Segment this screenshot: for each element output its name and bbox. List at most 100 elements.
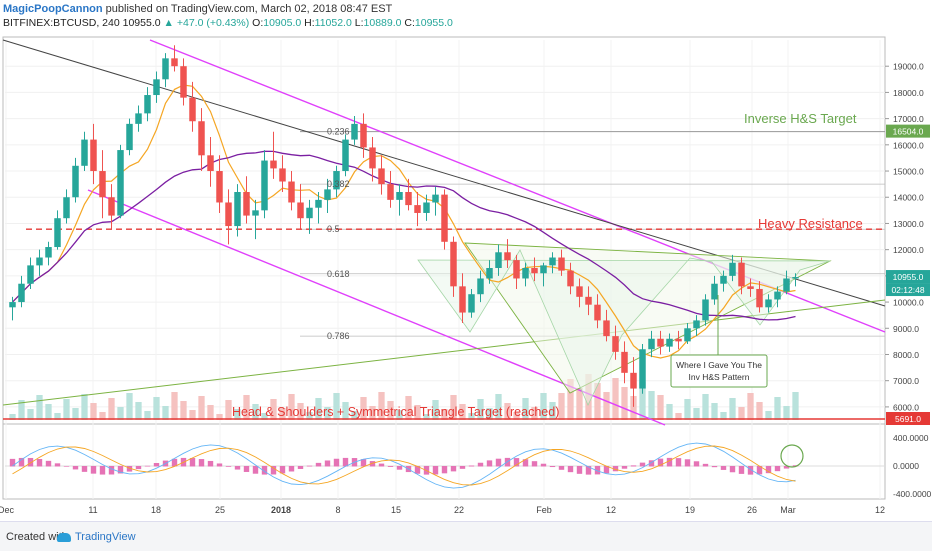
macd-histogram-bar bbox=[288, 466, 295, 472]
candle-body bbox=[747, 286, 754, 289]
candle-body bbox=[126, 123, 133, 151]
candle-body bbox=[648, 338, 655, 350]
volume-bar bbox=[522, 398, 529, 420]
candle-body bbox=[369, 147, 376, 169]
candle-body bbox=[783, 278, 790, 292]
macd-histogram-bar bbox=[360, 459, 367, 467]
volume-bar bbox=[261, 413, 268, 420]
volume-bar bbox=[603, 392, 610, 420]
volume-bar bbox=[378, 392, 385, 420]
macd-histogram-bar bbox=[9, 458, 16, 467]
candle-body bbox=[450, 241, 457, 287]
price-axis: 19000.0 18000.0 17000.0 16000.0 15000.0 14000… bbox=[885, 62, 924, 412]
candle-body bbox=[108, 197, 115, 216]
y-tick-label: 15000.0 bbox=[893, 167, 924, 177]
macd-histogram-bar bbox=[729, 466, 736, 473]
macd-histogram-bar bbox=[144, 465, 151, 467]
candle-body bbox=[333, 171, 340, 190]
macd-histogram-bar bbox=[198, 459, 205, 467]
countdown-tag: 02:12:48 bbox=[891, 285, 924, 295]
y-tick-label: 6000.0 bbox=[893, 402, 919, 412]
macd-histogram-bar bbox=[243, 466, 250, 472]
heavy-resistance-label: Heavy Resistance bbox=[758, 216, 863, 231]
candle-body bbox=[342, 139, 349, 172]
volume-bar bbox=[234, 409, 241, 420]
candle-body bbox=[585, 296, 592, 305]
last-price-tag-box bbox=[886, 270, 930, 284]
volume-bar bbox=[342, 402, 349, 420]
volume-bar bbox=[450, 395, 457, 420]
close-label: C: bbox=[404, 17, 415, 29]
macd-histogram-bar bbox=[342, 457, 349, 467]
publish-header: MagicPoopCannon published on TradingView… bbox=[3, 3, 392, 15]
author-name[interactable]: MagicPoopCannon bbox=[3, 3, 103, 15]
candle-body bbox=[9, 302, 16, 308]
brand-label: TradingView bbox=[75, 531, 136, 543]
volume-bar bbox=[621, 387, 628, 420]
candle-body bbox=[639, 349, 646, 389]
volume-bar bbox=[531, 407, 538, 420]
macd-histogram-bar bbox=[324, 460, 331, 467]
candle-body bbox=[387, 184, 394, 200]
macd-histogram-bar bbox=[558, 466, 565, 470]
candle-body bbox=[297, 202, 304, 219]
price-chart[interactable]: 400.0000 0.0000 -400.0000 19000.0 18000.0 17… bbox=[0, 0, 932, 521]
candle-body bbox=[99, 171, 106, 198]
volume-bar bbox=[288, 394, 295, 420]
volume-bar bbox=[675, 413, 682, 420]
volume-bar bbox=[414, 405, 421, 420]
candle-body bbox=[207, 155, 214, 172]
macd-histogram-bar bbox=[720, 466, 727, 470]
macd-tick-label: 400.0000 bbox=[893, 433, 929, 443]
candle-body bbox=[558, 257, 565, 271]
hs-target-label: Head & Shoulders + Symmetrical Triangle … bbox=[232, 405, 559, 419]
volume-bar bbox=[135, 402, 142, 420]
candle-body bbox=[180, 66, 187, 98]
ma-fast-line bbox=[12, 84, 796, 359]
volume-bar bbox=[144, 411, 151, 420]
volume-bar bbox=[540, 393, 547, 420]
volume-bar bbox=[81, 394, 88, 420]
inverse-target-tag-box bbox=[886, 124, 930, 138]
candle-body bbox=[468, 294, 475, 313]
volume-bar bbox=[108, 398, 115, 420]
macd-histogram-bar bbox=[540, 463, 547, 467]
footer: Created with TradingView bbox=[0, 521, 932, 551]
macd-histogram-bar bbox=[486, 460, 493, 467]
y-tick-label: 16000.0 bbox=[893, 140, 924, 150]
macd-histogram-bar bbox=[675, 458, 682, 467]
candle-body bbox=[738, 262, 745, 287]
x-tick-label: 26 bbox=[747, 505, 757, 515]
x-tick-label: 18 bbox=[151, 505, 161, 515]
macd-histogram-bar bbox=[108, 466, 115, 475]
macd-histogram-bar bbox=[738, 466, 745, 474]
candle-body bbox=[189, 97, 196, 122]
volume-bar bbox=[630, 396, 637, 420]
candle-body bbox=[666, 338, 673, 347]
countdown-tag-box bbox=[886, 283, 930, 297]
candle-body bbox=[603, 320, 610, 337]
macd-histogram-bar bbox=[90, 466, 97, 474]
tradingview-logo[interactable]: TradingView bbox=[57, 531, 136, 543]
y-tick-label: 19000.0 bbox=[893, 62, 924, 72]
candle-body bbox=[396, 192, 403, 200]
volume-bar bbox=[270, 399, 277, 420]
candle-body bbox=[405, 192, 412, 206]
candle-body bbox=[711, 283, 718, 300]
macd-histogram-bar bbox=[333, 458, 340, 467]
candle-body bbox=[18, 283, 25, 303]
macd-histogram-bar bbox=[693, 461, 700, 467]
macd-histogram-bar bbox=[666, 457, 673, 467]
volume-bar bbox=[189, 410, 196, 420]
macd-histogram-bar bbox=[396, 466, 403, 470]
macd-histogram-bar bbox=[297, 466, 304, 469]
candle-body bbox=[729, 262, 736, 276]
candle-body bbox=[27, 265, 34, 284]
macd-tick-label: -400.0000 bbox=[893, 489, 932, 499]
hs-target-tag-box bbox=[886, 412, 930, 425]
macd-histogram-bar bbox=[279, 466, 286, 474]
y-tick-label: 14000.0 bbox=[893, 193, 924, 203]
macd-histogram-bar bbox=[189, 458, 196, 467]
volume-bar bbox=[513, 412, 520, 420]
macd-histogram-bar bbox=[117, 466, 124, 474]
